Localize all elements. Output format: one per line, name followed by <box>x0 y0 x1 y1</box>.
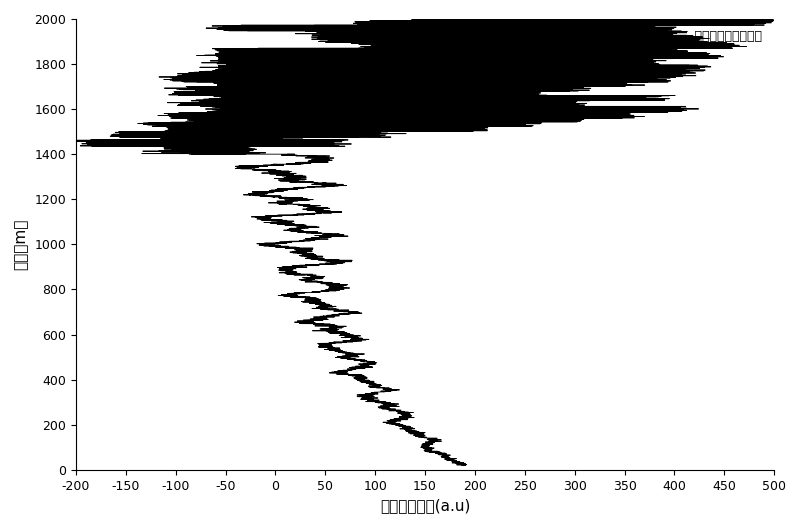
Legend: —激光雷达信号廓线图: —激光雷达信号廓线图 <box>649 25 768 48</box>
X-axis label: 后向散射系数(a.u): 后向散射系数(a.u) <box>380 498 470 513</box>
Y-axis label: 高度（m）: 高度（m） <box>14 219 29 270</box>
